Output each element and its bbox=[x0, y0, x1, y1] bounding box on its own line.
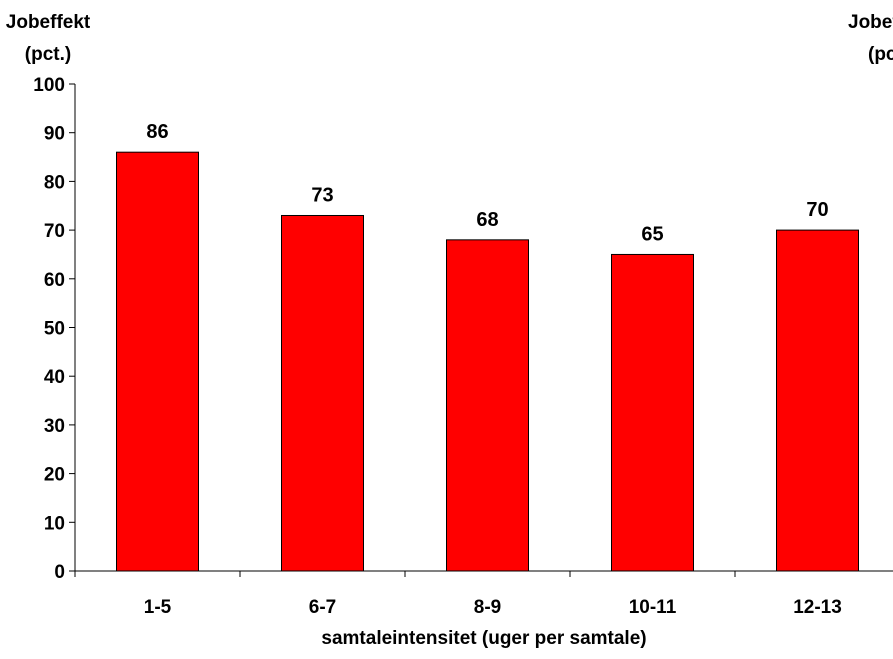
bar-12-13 bbox=[776, 229, 859, 572]
y-tick-label: 50 bbox=[44, 319, 65, 340]
category-label: 10-11 bbox=[629, 597, 677, 618]
category-label: 6-7 bbox=[309, 597, 336, 618]
data-labels-group: 86 73 68 65 70 bbox=[146, 121, 828, 245]
bar-8-9 bbox=[446, 239, 529, 572]
y-tick-label: 70 bbox=[44, 221, 65, 242]
y-tick-label: 0 bbox=[54, 562, 65, 583]
right-axis-title-line-2: (pct.) bbox=[868, 44, 893, 65]
data-label: 86 bbox=[146, 121, 168, 143]
y-tick-label: 80 bbox=[44, 172, 65, 193]
data-label: 68 bbox=[476, 209, 498, 231]
right-axis-title-line-1: Jobeffekt bbox=[848, 12, 893, 33]
bar-10-11 bbox=[611, 253, 694, 572]
y-tick-label: 90 bbox=[44, 124, 65, 145]
bars-group bbox=[116, 151, 859, 572]
bar-6-7 bbox=[281, 214, 364, 572]
data-label: 65 bbox=[641, 223, 663, 245]
bar-1-5 bbox=[116, 151, 199, 572]
y-tick-label: 30 bbox=[44, 416, 65, 437]
x-axis-ticks bbox=[74, 571, 736, 577]
data-label: 70 bbox=[806, 199, 828, 221]
y-tick-label: 40 bbox=[44, 367, 65, 388]
category-label: 8-9 bbox=[474, 597, 501, 618]
category-label: 12-13 bbox=[793, 597, 842, 618]
data-label: 73 bbox=[311, 184, 333, 206]
y-tick-label: 60 bbox=[44, 270, 65, 291]
y-tick-label: 100 bbox=[33, 75, 65, 96]
category-labels-group: 1-5 6-7 8-9 10-11 12-13 bbox=[144, 597, 842, 618]
y-tick-label: 10 bbox=[44, 513, 65, 534]
category-label: 1-5 bbox=[144, 597, 172, 618]
y-tick-label: 20 bbox=[44, 465, 65, 486]
y-axis-ticks: 0 10 20 30 40 50 60 70 80 90 100 bbox=[33, 75, 75, 583]
x-axis-title: samtaleintensitet (uger per samtale) bbox=[321, 628, 646, 649]
y-axis-title-line-1: Jobeffekt bbox=[6, 12, 91, 33]
y-axis-title-line-2: (pct.) bbox=[25, 44, 71, 65]
